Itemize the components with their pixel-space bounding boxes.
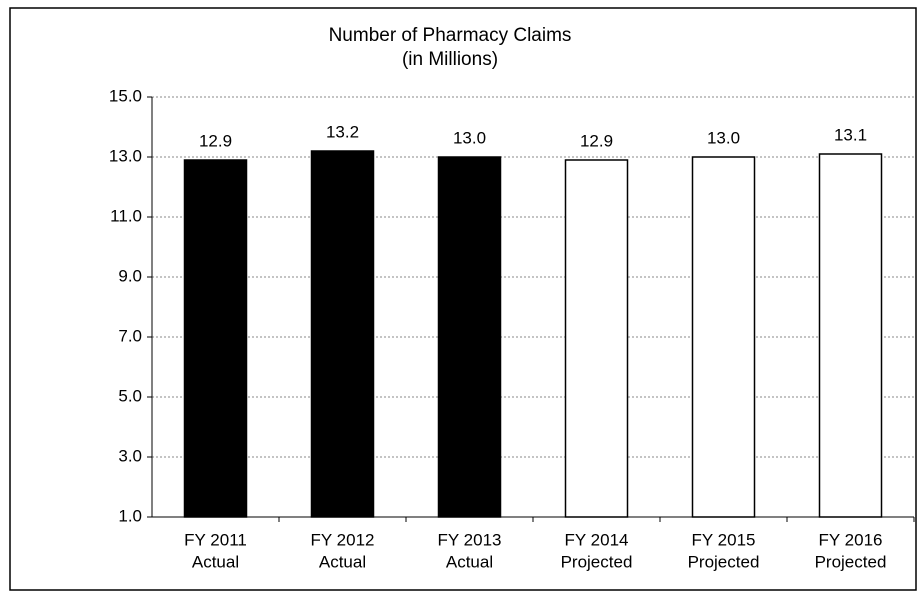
x-tick-label: Actual: [319, 552, 366, 571]
y-tick-label: 15.0: [109, 86, 142, 105]
x-tick-label: Actual: [192, 552, 239, 571]
bar: [818, 153, 883, 518]
x-tick-label: Projected: [561, 552, 633, 571]
x-tick-label: FY 2013: [438, 530, 502, 549]
bar: [183, 159, 248, 518]
bar: [437, 156, 502, 518]
x-tick-label: Actual: [446, 552, 493, 571]
value-label: 13.0: [453, 128, 486, 147]
value-label: 13.0: [707, 128, 740, 147]
chart-subtitle: (in Millions): [402, 49, 498, 70]
value-label: 12.9: [580, 131, 613, 150]
bar: [310, 150, 375, 518]
y-tick-label: 11.0: [110, 206, 142, 225]
x-tick-label: FY 2012: [311, 530, 375, 549]
y-tick-label: 5.0: [118, 386, 142, 405]
x-tick-label: FY 2015: [692, 530, 756, 549]
y-tick-label: 13.0: [109, 146, 142, 165]
y-tick-label: 1.0: [118, 506, 142, 525]
x-tick-label: FY 2011: [184, 530, 247, 549]
x-tick-label: Projected: [815, 552, 887, 571]
bar: [691, 156, 756, 518]
y-tick-label: 7.0: [118, 326, 142, 345]
y-tick-label: 3.0: [118, 446, 142, 465]
value-label: 13.1: [834, 125, 867, 144]
value-label: 12.9: [199, 131, 232, 150]
x-tick-label: FY 2016: [819, 530, 883, 549]
chart-title: Number of Pharmacy Claims: [329, 25, 572, 46]
bar: [564, 159, 629, 518]
x-tick-label: Projected: [688, 552, 760, 571]
value-label: 13.2: [326, 122, 359, 141]
y-tick-label: 9.0: [118, 266, 142, 285]
x-tick-label: FY 2014: [565, 530, 629, 549]
